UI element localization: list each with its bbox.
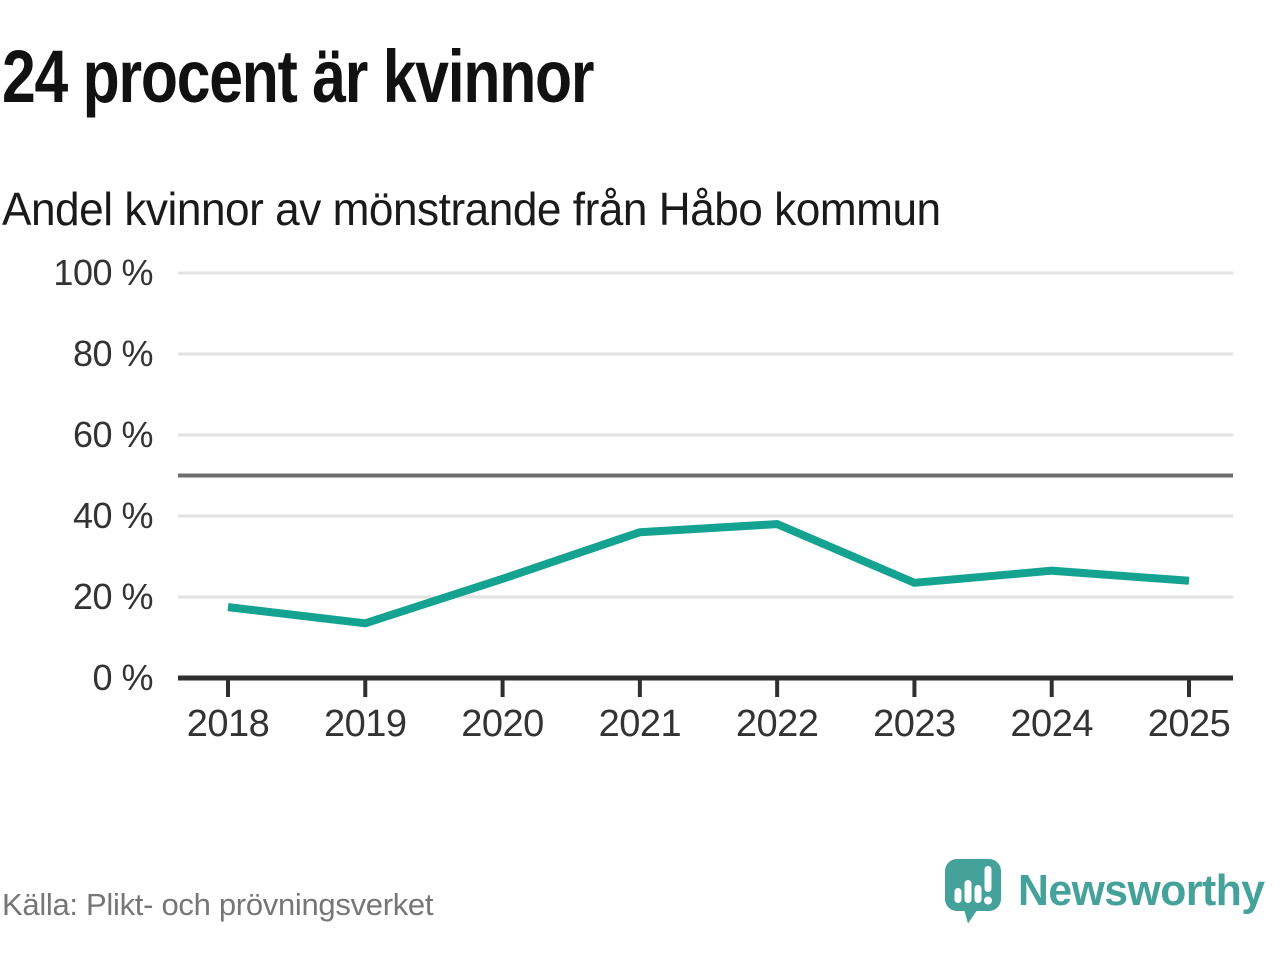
y-tick-label-0: 0 % <box>92 657 153 698</box>
x-tick-label-2018: 2018 <box>186 703 270 745</box>
logo-bar-3 <box>974 885 982 903</box>
x-tick-label-2024: 2024 <box>1010 703 1093 745</box>
x-tick-label-2019: 2019 <box>324 703 407 745</box>
y-tick-label-60: 60 % <box>72 414 154 455</box>
newsworthy-logo: Newsworthy <box>944 858 1272 924</box>
gridlines <box>178 271 1233 599</box>
x-tick-label-2021: 2021 <box>598 703 682 745</box>
x-axis <box>178 675 1233 697</box>
newsworthy-logo-icon <box>944 859 1001 924</box>
logo-exclamation-dot <box>983 896 992 905</box>
y-tick-label-40: 40 % <box>72 495 154 536</box>
y-tick-label-20: 20 % <box>72 576 154 617</box>
source-attribution: Källa: Plikt- och prövningsverket <box>2 887 434 922</box>
y-tick-label-100: 100 % <box>53 252 153 293</box>
x-tick-label-2020: 2020 <box>461 703 544 745</box>
x-tick-label-2022: 2022 <box>735 703 819 745</box>
logo-bar-1 <box>954 888 962 903</box>
newsworthy-logo-text: Newsworthy <box>1017 866 1265 915</box>
chart-subtitle: Andel kvinnor av mönstrande från Håbo ko… <box>2 183 941 235</box>
data-series-line <box>227 520 1190 628</box>
chart-title: 24 procent är kvinnor <box>2 35 595 118</box>
x-tick-label-2023: 2023 <box>873 703 956 745</box>
logo-bar-2 <box>964 880 972 903</box>
x-tick-label-2025: 2025 <box>1147 703 1231 745</box>
logo-exclamation-bar <box>984 866 992 892</box>
y-tick-label-80: 80 % <box>72 333 154 374</box>
